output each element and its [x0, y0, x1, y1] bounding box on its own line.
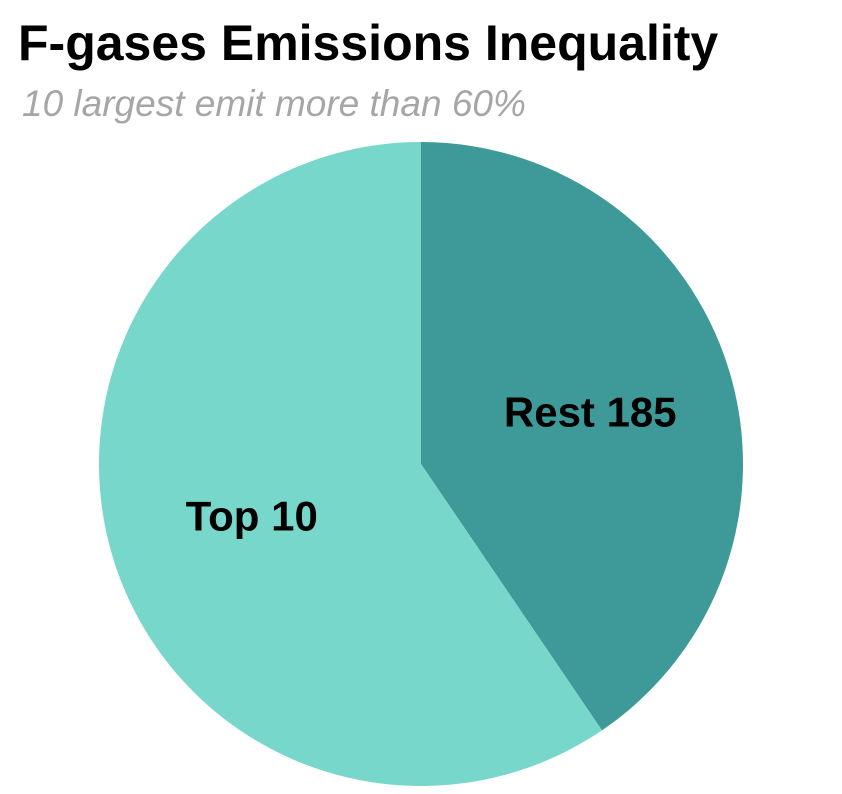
- pie-label-rest-185: Rest 185: [504, 388, 677, 435]
- pie-label-top-10: Top 10: [186, 493, 318, 540]
- chart-title: F-gases Emissions Inequality: [18, 15, 719, 71]
- pie-labels: Rest 185 Top 10: [186, 388, 677, 539]
- chart-subtitle: 10 largest emit more than 60%: [22, 83, 526, 124]
- pie-slice-top-10: [99, 142, 602, 786]
- pie-slice-rest-185: [421, 142, 744, 731]
- pie-slices: [99, 142, 744, 786]
